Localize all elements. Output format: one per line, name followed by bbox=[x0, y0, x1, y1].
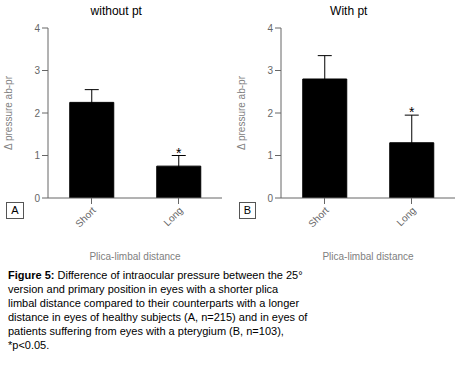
svg-text:4: 4 bbox=[35, 23, 41, 34]
svg-text:Δ pressure ab-pr: Δ pressure ab-pr bbox=[235, 75, 246, 150]
svg-text:0: 0 bbox=[35, 193, 41, 204]
svg-text:1: 1 bbox=[35, 150, 41, 161]
svg-text:Long: Long bbox=[394, 205, 418, 229]
svg-text:0: 0 bbox=[267, 193, 273, 204]
svg-text:Short: Short bbox=[306, 205, 331, 230]
svg-text:Long: Long bbox=[162, 205, 186, 229]
svg-text:Plica-limbal distance: Plica-limbal distance bbox=[322, 251, 414, 260]
svg-text:2: 2 bbox=[267, 108, 273, 119]
svg-text:2: 2 bbox=[35, 108, 41, 119]
svg-text:*: * bbox=[176, 145, 182, 161]
html-text:B: B bbox=[243, 204, 252, 216]
svg-text:4: 4 bbox=[267, 23, 273, 34]
html-text:A: A bbox=[11, 204, 19, 216]
svg-text:Plica-limbal distance: Plica-limbal distance bbox=[90, 251, 182, 260]
html-text:With pt: With pt bbox=[330, 4, 368, 18]
html-text:without pt: without pt bbox=[90, 4, 142, 18]
html-text:Figure 5: Difference of intrao: Figure 5: Difference of intraocular pres… bbox=[8, 269, 308, 351]
svg-text:3: 3 bbox=[35, 65, 41, 76]
svg-text:Δ pressure ab-pr: Δ pressure ab-pr bbox=[8, 75, 14, 150]
svg-text:*: * bbox=[409, 104, 415, 120]
svg-text:1: 1 bbox=[267, 150, 273, 161]
svg-text:3: 3 bbox=[267, 65, 273, 76]
svg-text:Short: Short bbox=[74, 205, 99, 230]
